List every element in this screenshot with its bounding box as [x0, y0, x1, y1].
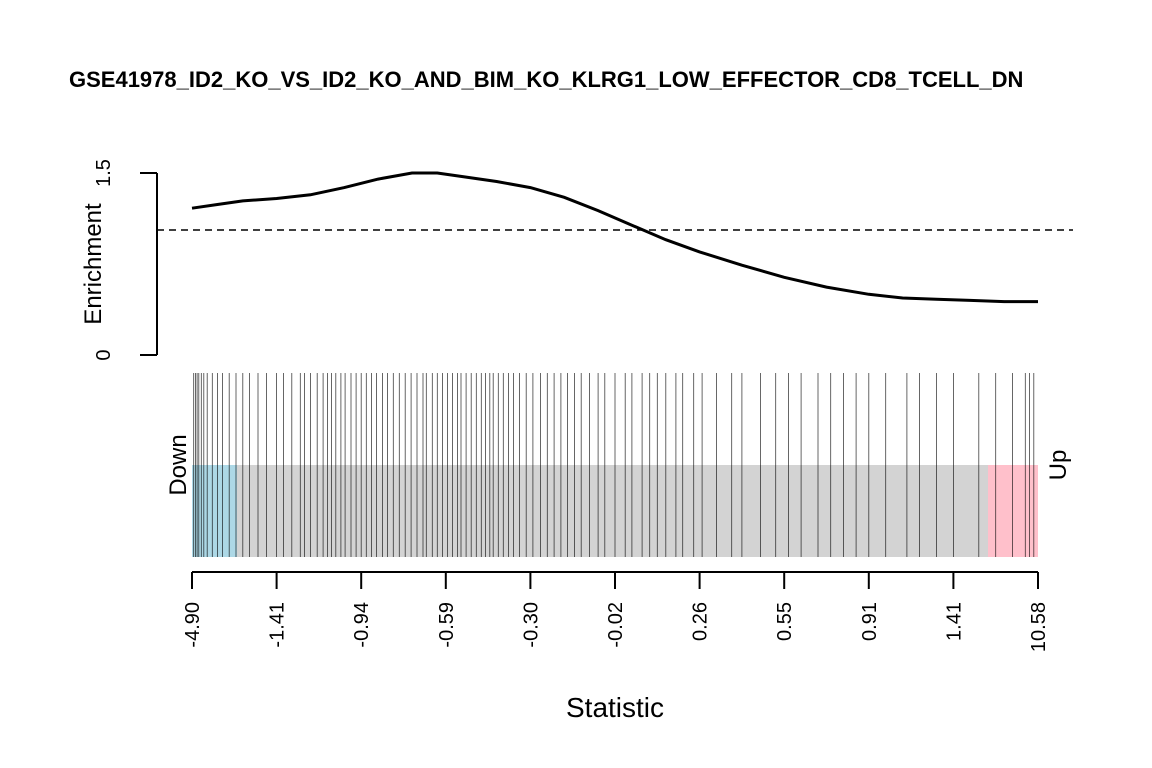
x-tick-label: -0.59	[436, 602, 458, 648]
x-tick-label: 10.58	[1028, 602, 1050, 652]
enrichment-curve	[191, 171, 1038, 304]
y-tick-label-bottom: 0	[93, 349, 115, 360]
x-tick-label: -1.41	[267, 602, 289, 648]
up-label: Up	[1045, 450, 1072, 481]
x-tick-label: -0.94	[351, 602, 373, 648]
barcode-lines	[193, 373, 1035, 557]
x-tick-label: -4.90	[182, 602, 204, 648]
x-tick-label: 0.55	[774, 602, 796, 641]
x-tick-label: 0.91	[859, 602, 881, 641]
y-tick-label-top: 1.5	[93, 159, 115, 187]
chart-title: GSE41978_ID2_KO_VS_ID2_KO_AND_BIM_KO_KLR…	[69, 67, 1023, 92]
x-tick-label: 0.26	[690, 602, 712, 641]
x-axis: -4.90 -1.41 -0.94 -0.59 -0.30 -0.02 0.26 0.55 0.…	[182, 571, 1050, 723]
y-axis-label: Enrichment	[80, 203, 107, 325]
x-tick-label: -0.02	[605, 602, 627, 648]
enrichment-panel: 1.5 0 Enrichment	[80, 159, 1073, 361]
x-axis-label: Statistic	[566, 692, 664, 723]
x-tick-label: 1.41	[943, 602, 965, 641]
down-label: Down	[165, 434, 192, 495]
x-tick-label: -0.30	[520, 602, 542, 648]
barcode-panel: Down Up	[165, 373, 1072, 557]
